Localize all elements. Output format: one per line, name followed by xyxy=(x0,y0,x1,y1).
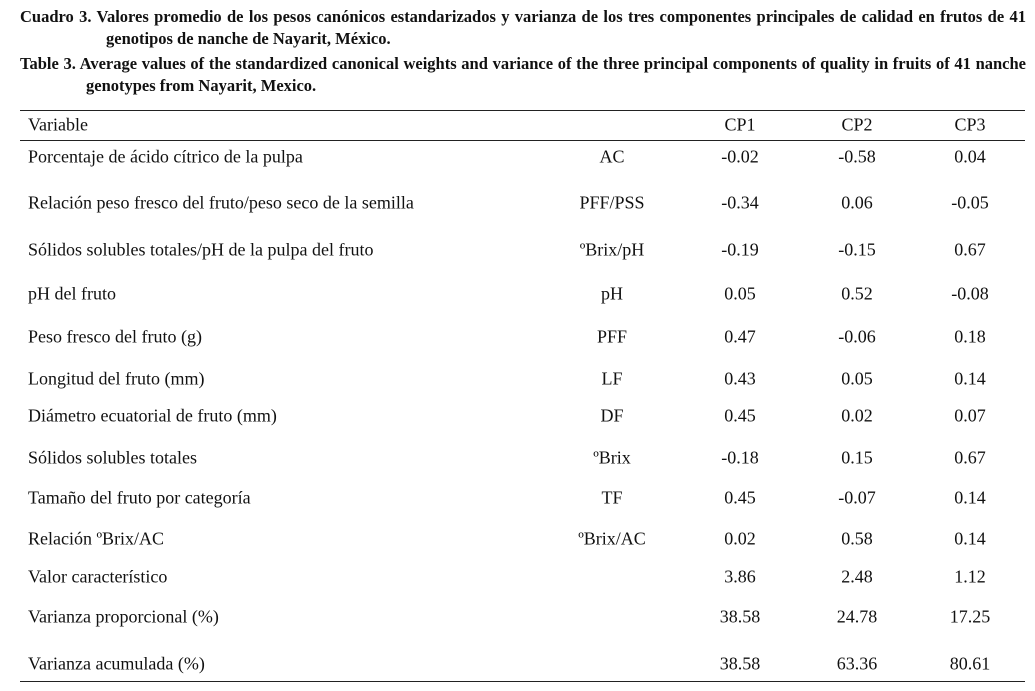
table-cell: 0.05 xyxy=(841,368,873,389)
table-cell: 0.07 xyxy=(954,405,986,426)
row-label: pH del fruto xyxy=(28,283,116,304)
caption-spanish: Cuadro 3. Valores promedio de los pesos … xyxy=(20,7,1026,48)
table-cell: 3.86 xyxy=(724,566,756,587)
table-cell: 0.05 xyxy=(724,283,756,304)
table-cell: 0.14 xyxy=(954,528,986,549)
table-cell: 1.12 xyxy=(954,566,986,587)
table-cell: 17.25 xyxy=(949,606,991,627)
table-cell: 80.61 xyxy=(949,653,991,674)
table-cell: AC xyxy=(599,146,625,167)
header-cell: CP2 xyxy=(841,114,873,135)
row-label: Varianza proporcional (%) xyxy=(28,606,219,627)
table-cell: 0.06 xyxy=(841,192,873,213)
table-cell: 38.58 xyxy=(719,653,761,674)
table-cell: -0.08 xyxy=(951,283,989,304)
table-cell: 0.02 xyxy=(841,405,873,426)
table-cell: 0.04 xyxy=(954,146,986,167)
table-cell: 0.14 xyxy=(954,487,986,508)
table-cell: -0.05 xyxy=(951,192,989,213)
table-cell: 2.48 xyxy=(841,566,873,587)
row-label: Relación ºBrix/AC xyxy=(28,528,165,549)
header-cell: CP1 xyxy=(724,114,756,135)
table-cell: TF xyxy=(601,487,623,508)
table-cell: 24.78 xyxy=(836,606,878,627)
row-label: Tamaño del fruto por categoría xyxy=(28,487,251,508)
row-label: Peso fresco del fruto (g) xyxy=(28,326,202,347)
table-cell: 0.43 xyxy=(724,368,756,389)
row-label: Longitud del fruto (mm) xyxy=(28,368,205,389)
table-cell: LF xyxy=(601,368,623,389)
row-label: Valor característico xyxy=(28,566,168,587)
table-cell: pH xyxy=(601,283,623,304)
table-cell: -0.06 xyxy=(838,326,876,347)
header-rule xyxy=(20,140,1025,141)
table-cell: -0.58 xyxy=(838,146,876,167)
table-cell: -0.18 xyxy=(721,447,759,468)
table-cell: 0.14 xyxy=(954,368,986,389)
top-rule xyxy=(20,110,1025,111)
table-cell: 38.58 xyxy=(719,606,761,627)
table-cell: 0.67 xyxy=(954,239,986,260)
header-cell: CP3 xyxy=(954,114,986,135)
table-cell: 0.02 xyxy=(724,528,756,549)
table-cell: 63.36 xyxy=(836,653,878,674)
table-cell: ºBrix xyxy=(593,447,631,468)
table-cell: 0.58 xyxy=(841,528,873,549)
table-cell: -0.19 xyxy=(721,239,759,260)
table-cell: 0.52 xyxy=(841,283,873,304)
table-cell: 0.67 xyxy=(954,447,986,468)
table-cell: ºBrix/pH xyxy=(579,239,645,260)
bottom-rule xyxy=(20,681,1025,682)
row-label: Relación peso fresco del fruto/peso seco… xyxy=(28,192,414,213)
table-cell: 0.45 xyxy=(724,487,756,508)
header-cell: Variable xyxy=(28,114,88,135)
row-label: Sólidos solubles totales xyxy=(28,447,198,468)
table-cell: PFF xyxy=(596,326,628,347)
table-cell: 0.15 xyxy=(841,447,873,468)
row-label: Varianza acumulada (%) xyxy=(28,653,205,674)
table-cell: 0.18 xyxy=(954,326,986,347)
table-cell: -0.02 xyxy=(721,146,759,167)
table-cell: -0.34 xyxy=(721,192,759,213)
row-label: Porcentaje de ácido cítrico de la pulpa xyxy=(28,146,303,167)
table-cell: DF xyxy=(600,405,624,426)
table-cell: 0.45 xyxy=(724,405,756,426)
table-cell: -0.15 xyxy=(838,239,876,260)
caption-english: Table 3. Average values of the standardi… xyxy=(20,54,1026,95)
row-label: Sólidos solubles totales/pH de la pulpa … xyxy=(28,239,374,260)
table-cell: PFF/PSS xyxy=(579,192,645,213)
table-cell: 0.47 xyxy=(724,326,756,347)
row-label: Diámetro ecuatorial de fruto (mm) xyxy=(28,405,277,426)
table-cell: -0.07 xyxy=(838,487,876,508)
table-cell: ºBrix/AC xyxy=(578,528,646,549)
